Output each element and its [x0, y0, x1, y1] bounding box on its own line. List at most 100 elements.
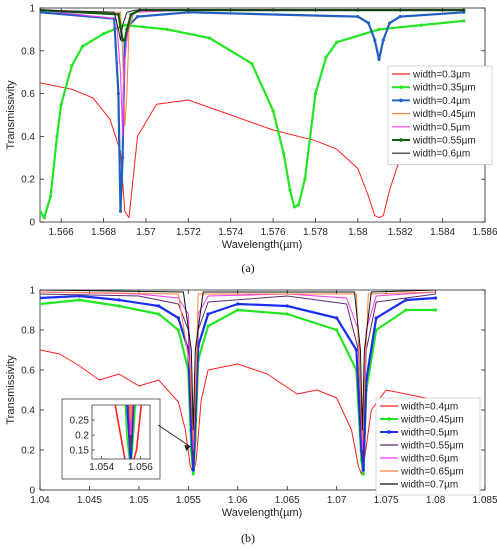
legend-label: width=0.55µm	[400, 441, 464, 452]
inset-y-tick-label: 0.25	[70, 416, 90, 427]
legend-label: width=0.4µm	[400, 402, 458, 413]
series-point	[381, 38, 385, 42]
legend-marker	[387, 430, 391, 434]
series-point	[236, 308, 240, 312]
x-tick-label: 1.582	[388, 227, 413, 238]
x-tick-label: 1.568	[91, 227, 116, 238]
x-tick-label: 1.574	[218, 227, 243, 238]
chart-b: 1.04 1.045 1.05 1.055 1.06 1.065 1.07 1.075 1.08…	[5, 286, 497, 546]
inset-arrow-line	[157, 424, 190, 447]
series-point	[303, 177, 307, 181]
inset-y-tick-label: 0.15	[70, 446, 90, 457]
series-point	[285, 304, 289, 308]
chart-a-legend: width=0.3µm width=0.35µm width=0.4µm width=…	[387, 65, 493, 165]
series-point	[404, 308, 408, 312]
series-point	[40, 209, 42, 213]
x-tick-label: 1.576	[261, 227, 286, 238]
series-point	[101, 32, 106, 36]
series-point	[191, 468, 195, 472]
series-line	[40, 82, 464, 219]
series-point	[433, 296, 438, 300]
x-tick-label: 1.572	[176, 227, 201, 238]
chart-a-caption: (a)	[241, 261, 254, 275]
series-point	[377, 27, 381, 31]
series-line	[40, 19, 464, 219]
legend-marker	[387, 417, 391, 421]
series-point	[282, 151, 286, 156]
legend-label: width=0.6µm	[400, 454, 458, 465]
series-point	[48, 194, 53, 198]
y-tick-label: 1	[29, 4, 35, 15]
series-point	[377, 57, 381, 61]
legend-marker	[399, 138, 403, 142]
chart-b-series	[40, 290, 438, 476]
legend-label: width=0.55µm	[412, 136, 476, 147]
series-point	[176, 316, 181, 320]
series-point	[324, 55, 328, 59]
inset-x-tick-label: 1.056	[128, 462, 153, 473]
chart-a-series	[40, 8, 466, 220]
legend-label: width=0.3µm	[412, 70, 470, 81]
series-point	[77, 298, 82, 302]
y-tick-label: 0.8	[21, 46, 35, 57]
series-point	[80, 44, 84, 49]
legend-label: width=0.4µm	[412, 96, 470, 107]
y-tick-label: 0.2	[21, 175, 35, 186]
series-point	[191, 472, 195, 476]
x-tick-label: 1.065	[275, 495, 300, 506]
series-point	[207, 36, 212, 40]
series-point	[271, 109, 275, 113]
series-point	[419, 23, 424, 27]
chart-b-legend: width=0.4µm width=0.45µm width=0.5µm width=…	[375, 397, 481, 496]
legend-label: width=0.45µm	[400, 415, 464, 426]
series-point	[40, 302, 42, 306]
inset-plot-area	[91, 404, 151, 460]
series-point	[123, 38, 127, 42]
legend-marker	[399, 85, 403, 89]
series-point	[296, 203, 301, 207]
series-point	[361, 472, 365, 476]
series-point	[462, 19, 466, 23]
x-tick-label: 1.57	[136, 227, 156, 238]
series-point	[433, 308, 438, 312]
series-point	[129, 12, 133, 17]
series-line	[40, 290, 436, 431]
y-tick-label: 0.8	[21, 326, 35, 337]
inset-x-tick-label: 1.054	[89, 462, 114, 473]
x-tick-label: 1.055	[176, 495, 201, 506]
x-tick-label: 1.08	[426, 495, 446, 506]
y-tick-label: 0.6	[21, 366, 35, 377]
x-tick-label: 1.04	[30, 495, 50, 506]
chart-b-xlabel: Wavelength(µm)	[222, 507, 303, 519]
series-line	[40, 291, 436, 441]
series-point	[313, 92, 318, 96]
series-line	[40, 9, 464, 41]
y-tick-label: 0	[29, 218, 35, 229]
legend-label: width=0.45µm	[412, 109, 476, 120]
series-point	[404, 298, 408, 302]
series-point	[117, 304, 121, 308]
chart-a-xlabel: Wavelength(µm)	[222, 239, 303, 251]
inset-arrow-head	[184, 445, 192, 451]
series-point	[70, 64, 74, 68]
series-point	[356, 14, 360, 19]
x-tick-label: 1.045	[77, 495, 102, 506]
series-point	[462, 8, 466, 12]
series-point	[354, 348, 359, 352]
series-point	[373, 38, 377, 42]
series-point	[123, 23, 127, 27]
series-point	[236, 302, 240, 306]
legend-label: width=0.7µm	[400, 480, 458, 491]
series-point	[288, 188, 292, 192]
x-tick-label: 1.586	[472, 227, 497, 238]
y-tick-label: 0	[29, 486, 35, 497]
series-point	[135, 14, 140, 19]
x-tick-label: 1.075	[374, 495, 399, 506]
series-point	[157, 304, 161, 308]
series-point	[116, 12, 121, 17]
series-point	[118, 209, 123, 213]
series-point	[366, 21, 371, 25]
x-tick-label: 1.566	[49, 227, 74, 238]
y-tick-label: 0.2	[21, 446, 35, 457]
